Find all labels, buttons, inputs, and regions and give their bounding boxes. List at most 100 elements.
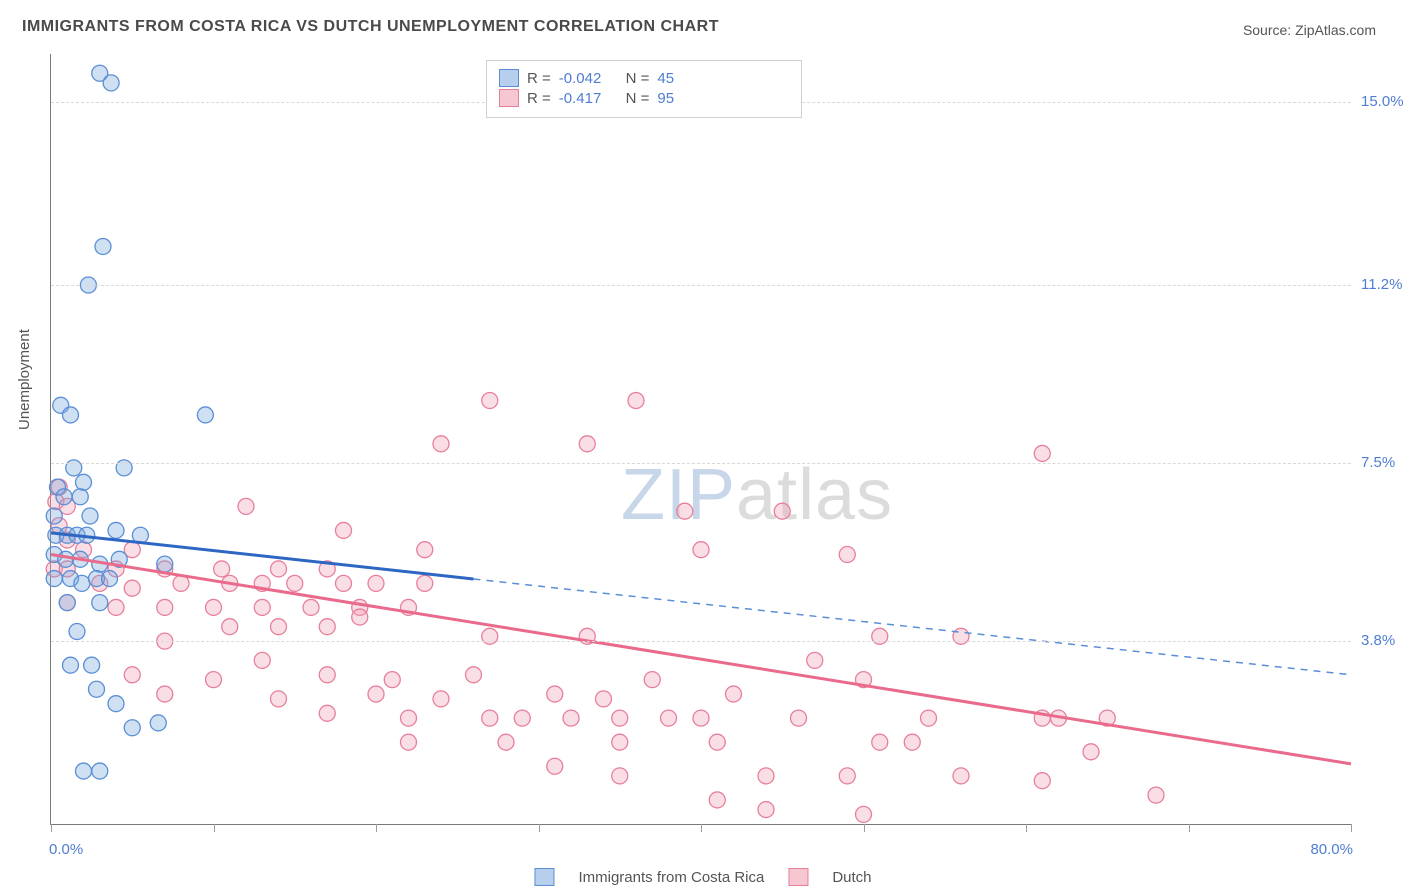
scatter-point-pink bbox=[466, 667, 482, 683]
plot-area: ZIPatlas 0.0% 80.0% 3.8%7.5%11.2%15.0% bbox=[50, 54, 1351, 825]
scatter-point-blue bbox=[63, 657, 79, 673]
scatter-point-pink bbox=[612, 710, 628, 726]
scatter-point-pink bbox=[758, 802, 774, 818]
scatter-point-pink bbox=[206, 672, 222, 688]
x-axis-max-label: 80.0% bbox=[1310, 841, 1353, 858]
scatter-point-pink bbox=[254, 652, 270, 668]
scatter-point-blue bbox=[82, 508, 98, 524]
scatter-point-blue bbox=[102, 571, 118, 587]
scatter-point-pink bbox=[596, 691, 612, 707]
x-axis-tick bbox=[1351, 824, 1352, 832]
stats-legend-row: R = -0.417 N = 95 bbox=[499, 89, 789, 107]
scatter-point-pink bbox=[709, 792, 725, 808]
scatter-point-blue bbox=[46, 508, 62, 524]
scatter-point-pink bbox=[839, 768, 855, 784]
source-prefix: Source: bbox=[1243, 22, 1295, 38]
legend-label: Dutch bbox=[832, 869, 871, 886]
legend-swatch-blue bbox=[499, 69, 519, 87]
scatter-point-pink bbox=[433, 436, 449, 452]
scatter-point-pink bbox=[644, 672, 660, 688]
scatter-point-pink bbox=[482, 710, 498, 726]
scatter-point-pink bbox=[807, 652, 823, 668]
trend-line-blue-extrapolated bbox=[474, 579, 1352, 675]
scatter-point-blue bbox=[157, 556, 173, 572]
scatter-point-pink bbox=[498, 734, 514, 750]
r-label: R = bbox=[527, 70, 551, 87]
scatter-point-pink bbox=[547, 686, 563, 702]
scatter-point-pink bbox=[336, 575, 352, 591]
legend-swatch-pink bbox=[788, 868, 808, 886]
scatter-point-pink bbox=[839, 547, 855, 563]
scatter-point-pink bbox=[514, 710, 530, 726]
x-axis-min-label: 0.0% bbox=[49, 841, 83, 858]
scatter-point-pink bbox=[758, 768, 774, 784]
scatter-point-blue bbox=[150, 715, 166, 731]
y-axis-tick-label: 7.5% bbox=[1361, 454, 1395, 471]
scatter-point-pink bbox=[612, 768, 628, 784]
scatter-point-pink bbox=[1034, 445, 1050, 461]
scatter-point-blue bbox=[58, 551, 74, 567]
scatter-point-pink bbox=[319, 667, 335, 683]
r-value: -0.042 bbox=[559, 70, 602, 87]
scatter-point-pink bbox=[157, 599, 173, 615]
scatter-point-blue bbox=[92, 763, 108, 779]
scatter-point-blue bbox=[108, 696, 124, 712]
source-attribution: Source: ZipAtlas.com bbox=[1243, 22, 1376, 38]
scatter-point-blue bbox=[95, 239, 111, 255]
scatter-point-pink bbox=[368, 686, 384, 702]
source-link[interactable]: ZipAtlas.com bbox=[1295, 22, 1376, 38]
scatter-point-pink bbox=[417, 575, 433, 591]
scatter-point-pink bbox=[401, 710, 417, 726]
scatter-point-pink bbox=[254, 599, 270, 615]
scatter-point-pink bbox=[547, 758, 563, 774]
x-axis-tick bbox=[1189, 824, 1190, 832]
trend-line-pink bbox=[51, 555, 1351, 764]
scatter-point-pink bbox=[368, 575, 384, 591]
scatter-point-blue bbox=[74, 575, 90, 591]
scatter-point-pink bbox=[904, 734, 920, 750]
scatter-point-pink bbox=[693, 710, 709, 726]
series-legend: Immigrants from Costa Rica Dutch bbox=[534, 868, 871, 886]
scatter-point-pink bbox=[953, 768, 969, 784]
scatter-point-blue bbox=[63, 407, 79, 423]
x-axis-tick bbox=[1026, 824, 1027, 832]
n-label: N = bbox=[626, 90, 650, 107]
n-value: 45 bbox=[657, 70, 674, 87]
scatter-point-pink bbox=[238, 498, 254, 514]
scatter-point-pink bbox=[271, 691, 287, 707]
scatter-point-blue bbox=[56, 489, 72, 505]
scatter-point-pink bbox=[319, 619, 335, 635]
scatter-point-blue bbox=[197, 407, 213, 423]
scatter-point-pink bbox=[726, 686, 742, 702]
scatter-point-pink bbox=[222, 619, 238, 635]
y-axis-tick-label: 11.2% bbox=[1361, 276, 1402, 293]
scatter-point-blue bbox=[46, 571, 62, 587]
scatter-point-pink bbox=[579, 436, 595, 452]
scatter-point-blue bbox=[76, 763, 92, 779]
n-value: 95 bbox=[657, 90, 674, 107]
scatter-point-pink bbox=[661, 710, 677, 726]
scatter-point-blue bbox=[108, 522, 124, 538]
x-axis-tick bbox=[51, 824, 52, 832]
legend-swatch-pink bbox=[499, 89, 519, 107]
scatter-point-pink bbox=[628, 393, 644, 409]
scatter-point-blue bbox=[103, 75, 119, 91]
scatter-point-pink bbox=[433, 691, 449, 707]
legend-label: Immigrants from Costa Rica bbox=[578, 869, 764, 886]
x-axis-tick bbox=[701, 824, 702, 832]
scatter-point-blue bbox=[92, 595, 108, 611]
y-axis-title: Unemployment bbox=[16, 329, 33, 430]
x-axis-tick bbox=[864, 824, 865, 832]
scatter-point-pink bbox=[921, 710, 937, 726]
scatter-point-pink bbox=[271, 561, 287, 577]
grid-line bbox=[51, 463, 1351, 464]
scatter-point-blue bbox=[124, 720, 140, 736]
legend-swatch-blue bbox=[534, 868, 554, 886]
grid-line bbox=[51, 641, 1351, 642]
scatter-point-pink bbox=[157, 686, 173, 702]
scatter-point-pink bbox=[214, 561, 230, 577]
n-label: N = bbox=[626, 70, 650, 87]
scatter-point-pink bbox=[384, 672, 400, 688]
scatter-point-blue bbox=[69, 624, 85, 640]
scatter-point-pink bbox=[1034, 773, 1050, 789]
